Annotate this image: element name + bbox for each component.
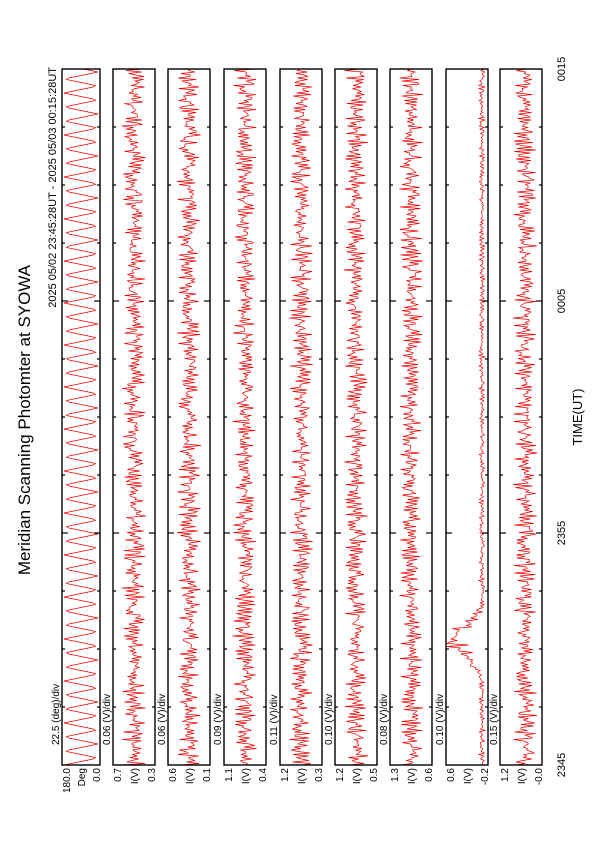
- y-bottom-label: 0.0: [92, 768, 103, 782]
- y-bottom-label: 0.1: [202, 768, 213, 782]
- scale-label: 22.5 (deg)/div: [51, 684, 62, 745]
- waveform: [176, 68, 202, 766]
- y-bottom-label: 0.5: [369, 768, 380, 782]
- y-bottom-label: 0.3: [314, 768, 325, 782]
- x-tick-label: 2345: [556, 753, 568, 777]
- y-top-label: 1.2: [500, 768, 511, 782]
- y-unit-label: I(V): [517, 768, 528, 784]
- y-bottom-label: -0.0: [534, 768, 545, 786]
- x-tick-label: 0015: [556, 57, 568, 81]
- y-top-label: 1.1: [224, 768, 235, 782]
- waveform: [121, 68, 146, 766]
- y-top-label: 0.6: [446, 768, 457, 782]
- scale-label: 0.06 (V)/div: [102, 694, 113, 745]
- x-axis-title: TIME(UT): [570, 388, 585, 445]
- y-unit-label: I(V): [185, 768, 196, 784]
- y-top-label: 0.6: [168, 768, 179, 782]
- scale-label: 0.10 (V)/div: [435, 694, 446, 745]
- y-unit-label: I(V): [130, 768, 141, 784]
- waveform: [343, 68, 369, 766]
- plot-area: Meridian Scanning Photomter at SYOWA 202…: [15, 57, 585, 793]
- scale-label: 0.11 (V)/div: [269, 695, 280, 745]
- y-unit-label: I(V): [352, 768, 363, 784]
- y-unit-label: Deg: [77, 768, 88, 786]
- panel-frame: [279, 68, 323, 766]
- y-top-label: 1.2: [335, 768, 346, 782]
- waveform: [63, 68, 99, 766]
- y-bottom-label: -0.2: [480, 768, 491, 786]
- waveform: [445, 68, 487, 766]
- scale-label: 0.09 (V)/div: [213, 694, 224, 745]
- time-range: 2025 05/02 23:45:28UT - 2025 05/03 00:15…: [47, 67, 59, 308]
- y-top-label: 1.2: [280, 768, 291, 782]
- y-unit-label: I(V): [241, 768, 252, 784]
- x-tick-label: 0005: [556, 289, 568, 313]
- y-top-label: 1.3: [390, 768, 401, 782]
- y-top-label: 0.7: [113, 768, 124, 782]
- panel-frame: [167, 68, 211, 766]
- y-unit-label: I(V): [297, 768, 308, 784]
- y-unit-label: I(V): [407, 768, 418, 784]
- waveform: [512, 68, 538, 766]
- scale-label: 0.08 (V)/div: [379, 694, 390, 745]
- scale-label: 0.06 (V)/div: [157, 694, 168, 745]
- scale-label: 0.10 (V)/div: [324, 694, 335, 745]
- y-top-label: 180.0: [62, 768, 73, 793]
- panel-frame: [499, 68, 543, 766]
- waveform: [399, 68, 424, 766]
- y-bottom-label: 0.3: [147, 768, 158, 782]
- scale-label: 0.15 (V)/div: [489, 694, 500, 745]
- x-tick-label: 2355: [556, 521, 568, 545]
- y-bottom-label: 0.4: [258, 768, 269, 782]
- waveform: [232, 68, 257, 766]
- waveform: [289, 68, 313, 766]
- y-bottom-label: 0.6: [424, 768, 435, 782]
- title: Meridian Scanning Photomter at SYOWA: [15, 264, 34, 575]
- y-unit-label: I(V): [463, 768, 474, 784]
